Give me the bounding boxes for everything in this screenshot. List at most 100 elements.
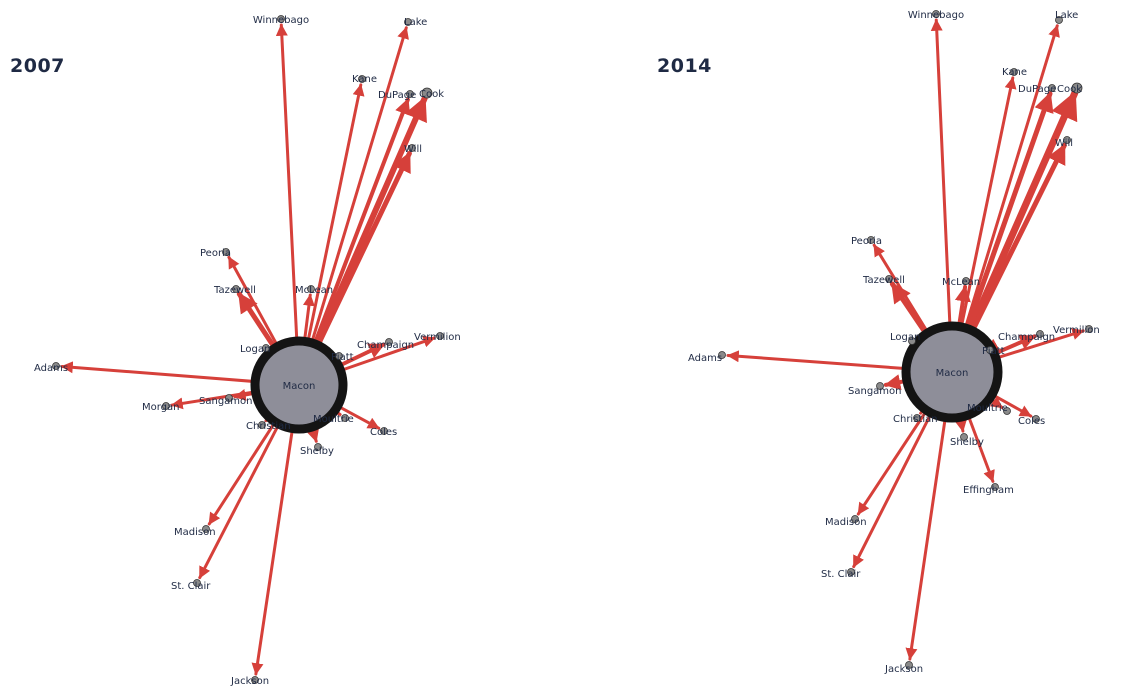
node-label-2007-piatt: Piatt: [331, 352, 354, 363]
node-label-2014-tazewell: Tazewell: [862, 275, 905, 286]
hub-node-2007: [250, 336, 348, 434]
node-2014-logan: [908, 337, 916, 345]
edge-2007-peoria: [227, 255, 282, 352]
panel-title-2007: 2007: [10, 55, 65, 77]
edge-2007-winnebago: [275, 23, 299, 347]
node-2014-adams: [718, 351, 726, 359]
node-label-2014-mclean: McLean: [942, 277, 980, 288]
node-label-2014-adams: Adams: [688, 353, 722, 364]
edge-2014-effingham: [965, 409, 995, 483]
node-2007-morgan: [162, 402, 170, 410]
node-label-2007-winnebago: Winnebago: [253, 15, 309, 26]
node-2014-tazewell: [885, 275, 893, 283]
panel-title-2014: 2014: [657, 55, 712, 77]
node-label-2007-champaign: Champaign: [357, 340, 414, 351]
node-label-2007-morgan: Morgan: [142, 402, 180, 413]
hub-label-2007: Macon: [283, 381, 316, 392]
node-2014-christian: [913, 414, 921, 422]
node-2007-moultrie: [341, 414, 349, 422]
node-label-2007-sangamon: Sangamon: [199, 396, 253, 407]
edge-2014-adams: [726, 350, 912, 371]
edge-2014-st-clair: [852, 407, 935, 569]
node-label-2007-madison: Madison: [174, 527, 216, 538]
node-2007-lake: [404, 18, 412, 26]
edge-2007-tazewell: [236, 291, 280, 355]
node-2007-christian: [258, 421, 266, 429]
edge-2014-cook: [965, 89, 1079, 338]
node-label-2014-will: Will: [1055, 138, 1073, 149]
node-2014-jackson: [905, 661, 913, 669]
node-label-2014-cook: Cook: [1057, 84, 1082, 95]
node-label-2007-mclean: McLean: [295, 285, 333, 296]
node-label-2007-tazewell: Tazewell: [213, 285, 256, 296]
node-label-2007-dupage: DuPage: [378, 90, 416, 101]
node-label-2007-st-clair: St. Clair: [171, 581, 211, 592]
node-2007-adams: [52, 362, 60, 370]
node-label-2007-cook: Cook: [419, 89, 444, 100]
node-2007-shelby: [314, 443, 322, 451]
node-2014-winnebago: [932, 10, 940, 18]
edge-2014-tazewell: [889, 281, 931, 340]
edge-2014-peoria: [872, 243, 932, 338]
node-label-2014-effingham: Effingham: [963, 485, 1014, 496]
edge-2014-jackson: [905, 412, 948, 661]
node-2007-st-clair: [193, 579, 201, 587]
node-2007-jackson: [251, 676, 259, 684]
edge-2014-lake: [962, 24, 1060, 334]
node-2007-will: [408, 144, 416, 152]
node-2014-cook: [1071, 82, 1083, 94]
node-label-2007-will: Will: [404, 144, 422, 155]
edge-2007-st-clair: [198, 419, 283, 580]
edge-2014-winnebago: [930, 18, 952, 332]
node-2014-kane: [1010, 68, 1018, 76]
edge-2007-kane: [305, 83, 365, 348]
node-2014-vermilion: [1085, 325, 1093, 333]
node-label-2014-shelby: Shelby: [950, 437, 984, 448]
node-label-2007-logan: Logan: [240, 344, 270, 355]
node-label-2007-adams: Adams: [34, 363, 68, 374]
node-label-2014-sangamon: Sangamon: [848, 386, 902, 397]
node-label-2007-christian: Christian: [246, 421, 291, 432]
node-2014-st-clair: [847, 568, 855, 576]
node-label-2014-peoria: Peoria: [851, 236, 882, 247]
node-label-2007-jackson: Jackson: [230, 676, 269, 686]
node-2014-coles: [1032, 415, 1040, 423]
node-label-2007-lake: Lake: [404, 17, 427, 28]
edge-2014-dupage: [963, 91, 1054, 335]
edge-2007-dupage: [311, 97, 411, 350]
node-2014-peoria: [867, 236, 875, 244]
node-2014-sangamon: [876, 382, 884, 390]
node-label-2014-coles: Coles: [1018, 416, 1045, 427]
node-label-2007-moultrie: Moultrie: [313, 414, 354, 425]
node-2014-moultrie: [1003, 407, 1011, 415]
node-label-2014-dupage: DuPage: [1018, 84, 1056, 95]
node-2007-kane: [358, 75, 366, 83]
node-2014-dupage: [1048, 84, 1056, 92]
node-2014-champaign: [1036, 330, 1044, 338]
node-2014-mclean: [962, 277, 970, 285]
node-2007-winnebago: [277, 15, 285, 23]
node-label-2014-st-clair: St. Clair: [821, 569, 861, 580]
edge-2007-jackson: [251, 423, 295, 676]
edge-2007-vermilion: [335, 335, 436, 374]
node-label-2014-logan: Logan: [890, 332, 920, 343]
node-2014-madison: [851, 515, 859, 523]
edge-2007-cook: [312, 95, 428, 352]
hub-label-2014: Macon: [936, 368, 969, 379]
node-2007-sangamon: [225, 394, 233, 402]
node-label-2014-lake: Lake: [1055, 10, 1078, 21]
edge-2007-will: [313, 150, 412, 352]
edge-2007-lake: [309, 26, 409, 349]
node-2007-mclean: [307, 285, 315, 293]
network-2014: Macon Winnebago Lake Kane DuPage Cook Will Peor…: [688, 10, 1100, 675]
node-2007-cook: [421, 87, 433, 99]
node-2007-coles: [380, 427, 388, 435]
edge-2007-madison: [207, 417, 279, 526]
node-2007-dupage: [406, 90, 414, 98]
node-label-2007-peoria: Peoria: [200, 248, 231, 259]
node-2014-effingham: [991, 483, 999, 491]
edge-2007-champaign: [333, 342, 386, 370]
node-label-2014-piatt: Piatt: [982, 346, 1005, 357]
